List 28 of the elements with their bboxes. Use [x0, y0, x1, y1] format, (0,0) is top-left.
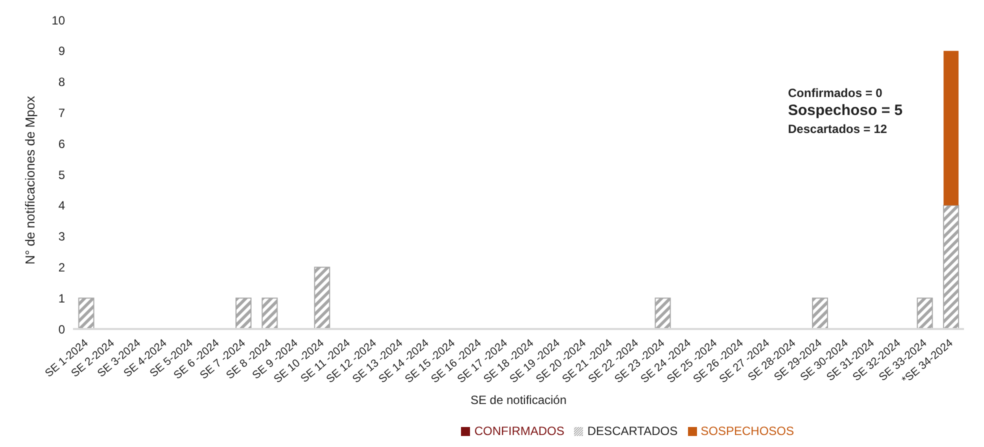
- y-tick-label: 6: [58, 136, 66, 151]
- y-tick-label: 7: [58, 106, 66, 120]
- bar: [262, 298, 278, 329]
- annotation: Sospechoso = 5: [788, 102, 903, 120]
- bar: [314, 266, 330, 329]
- y-tick-label: 2: [58, 260, 66, 274]
- y-tick-label: 3: [58, 230, 66, 244]
- bar: [654, 298, 671, 329]
- y-tick-label: 1: [58, 291, 66, 306]
- y-tick-label: 4: [58, 198, 66, 213]
- bar: [916, 298, 933, 329]
- bar: [812, 298, 828, 329]
- bar: [78, 298, 94, 329]
- bar: [943, 204, 960, 329]
- legend-label: SOSPECHOSOS: [700, 424, 794, 438]
- y-tick-label: 9: [58, 44, 66, 58]
- bar: [944, 50, 959, 206]
- legend-label: CONFIRMADOS: [474, 424, 564, 438]
- y-axis-title: N° de notificaciones de Mpox: [22, 95, 38, 264]
- y-tick-label: 8: [58, 75, 66, 90]
- y-tick-label: 0: [58, 322, 66, 336]
- y-tick-label: 10: [52, 13, 66, 28]
- legend-label: DESCARTADOS: [587, 424, 678, 438]
- annotation: Confirmados = 0: [788, 85, 884, 102]
- annotation: Descartados = 12: [788, 121, 888, 138]
- y-tick-label: 5: [58, 168, 66, 182]
- x-axis-title: SE de notificación: [470, 393, 567, 407]
- bar: [236, 298, 252, 329]
